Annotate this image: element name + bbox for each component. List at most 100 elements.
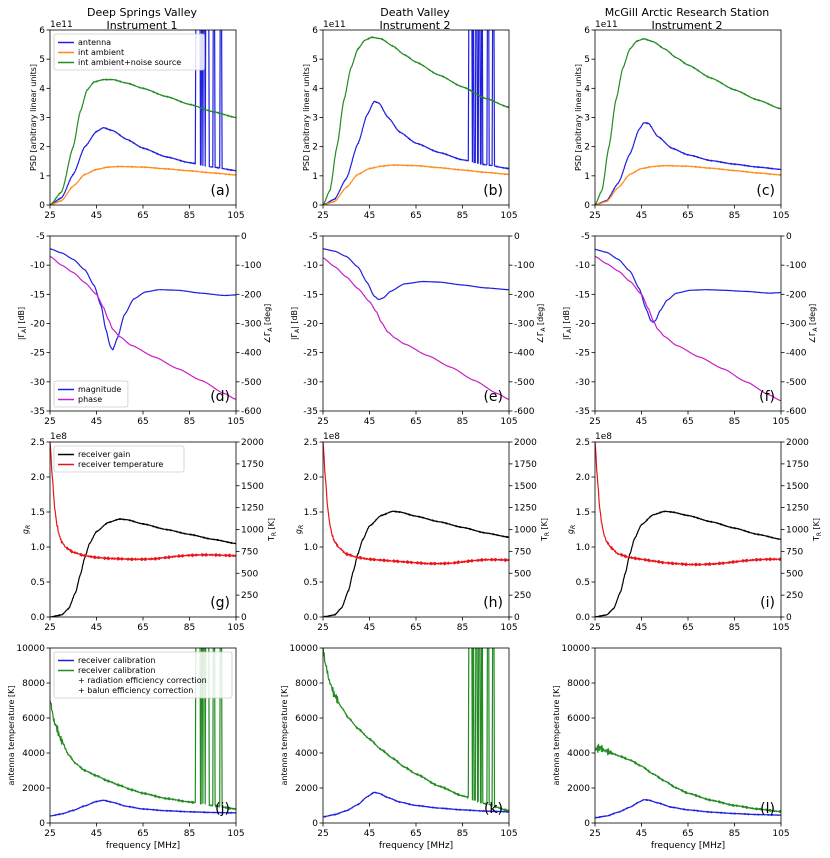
y-tick-label: 4 <box>39 84 45 94</box>
y-axis-label: |ΓA| [dB] <box>290 307 301 340</box>
series-magnitude <box>595 248 781 323</box>
legend-entry: magnitude <box>78 385 121 394</box>
series-group <box>595 37 781 205</box>
series-receiver-calibration-+ <box>50 648 236 810</box>
y-right-tick-label: 2000 <box>514 438 537 448</box>
y-right-tick-label: 1750 <box>786 460 809 470</box>
y-right-tick-label: 0 <box>241 613 247 623</box>
series-group <box>50 648 236 817</box>
series-group <box>595 743 781 819</box>
x-tick-label: 105 <box>772 623 789 633</box>
x-tick-label: 25 <box>317 829 328 839</box>
x-tick-label: 45 <box>91 829 102 839</box>
x-tick-label: 65 <box>410 417 421 427</box>
y-tick-label: 2 <box>312 143 318 153</box>
y-axis-label: |ΓA| [dB] <box>17 307 28 340</box>
x-tick-label: 105 <box>227 623 244 633</box>
y-tick-label: 1 <box>312 172 318 182</box>
y-right-tick-label: 2000 <box>241 438 264 448</box>
x-tick-label: 105 <box>500 417 517 427</box>
series-receiver-gain <box>50 518 236 617</box>
panel-label: (d) <box>210 389 230 405</box>
y-axis-label: gR <box>566 525 577 534</box>
y-tick-label: 1.0 <box>31 543 46 553</box>
x-tick-label: 25 <box>44 417 55 427</box>
y-tick-label: 6 <box>584 26 590 36</box>
series-group <box>50 30 236 205</box>
x-tick-label: 65 <box>410 829 421 839</box>
column-titles: Deep Springs Valley Instrument 1 Death V… <box>87 6 769 32</box>
series-group <box>323 30 509 205</box>
y-right-tick-label: -400 <box>514 349 535 359</box>
legend-box <box>53 380 129 408</box>
panel-label: (c) <box>756 183 775 199</box>
y-tick-label: -25 <box>303 349 318 359</box>
x-tick-label: 105 <box>227 829 244 839</box>
y-right-tick-label: -100 <box>786 261 807 271</box>
x-tick-label: 65 <box>410 211 421 221</box>
x-tick-label: 85 <box>184 623 195 633</box>
series-receiver-temperature <box>50 442 236 562</box>
y-axis-label: gR <box>21 525 32 534</box>
y-right-tick-label: -600 <box>786 407 807 417</box>
series-group <box>323 442 509 617</box>
y-tick-label: 1.5 <box>31 508 45 518</box>
legend-entry: receiver calibration <box>78 666 155 675</box>
y-axis-label: antenna temperature [K] <box>552 686 561 786</box>
y-tick-label: -5 <box>36 232 45 242</box>
series-antenna <box>595 122 781 205</box>
x-tick-label: 45 <box>91 211 102 221</box>
y-tick-label: 0 <box>584 819 590 829</box>
x-tick-label: 45 <box>636 623 647 633</box>
x-tick-label: 65 <box>682 829 693 839</box>
x-tick-label: 85 <box>457 211 468 221</box>
y-right-tick-label: 0 <box>514 232 520 242</box>
series-receiver-calibration <box>50 799 236 817</box>
y-right-tick-label: -100 <box>241 261 262 271</box>
series-receiver-temperature <box>595 442 781 567</box>
x-tick-label: 45 <box>364 417 375 427</box>
x-tick-label: 85 <box>457 623 468 633</box>
legend-box <box>53 651 233 699</box>
y-tick-label: 2000 <box>22 784 45 794</box>
y-tick-label: 2.0 <box>304 473 319 483</box>
y-right-tick-label: 750 <box>786 547 803 557</box>
y-tick-label: 5 <box>39 55 45 65</box>
y-right-tick-label: -500 <box>786 378 807 388</box>
x-tick-label: 25 <box>317 623 328 633</box>
x-tick-label: 65 <box>682 623 693 633</box>
x-tick-label: 85 <box>729 417 740 427</box>
y-multiplier: 1e11 <box>50 20 73 30</box>
legend-entry: antenna <box>78 38 111 47</box>
y-right-tick-label: -200 <box>786 290 807 300</box>
panel-label: (j) <box>215 801 230 817</box>
panel-j: 25 45 65 85 105 frequency [MHz] 0 2000 4000 6000 8… <box>7 644 245 851</box>
y-tick-label: -35 <box>30 407 45 417</box>
y-right-tick-label: -200 <box>514 290 535 300</box>
y-tick-label: -15 <box>303 290 318 300</box>
x-tick-label: 25 <box>317 417 328 427</box>
y-right-axis-label: TR [K] <box>812 518 823 542</box>
y-tick-label: 6000 <box>22 714 45 724</box>
y-multiplier: 1e8 <box>50 432 67 442</box>
y-tick-label: 0 <box>39 201 45 211</box>
y-right-tick-label: -200 <box>241 290 262 300</box>
y-tick-label: 0.5 <box>31 578 45 588</box>
panel-label: (k) <box>484 801 503 817</box>
y-tick-label: 0 <box>312 201 318 211</box>
y-tick-label: 2 <box>584 143 590 153</box>
x-tick-label: 45 <box>91 417 102 427</box>
panel-label: (h) <box>483 595 503 611</box>
y-right-tick-label: 0 <box>514 613 520 623</box>
column-title-3-line1: McGill Arctic Research Station <box>605 6 770 19</box>
x-tick-label: 85 <box>184 829 195 839</box>
y-tick-label: -35 <box>303 407 318 417</box>
y-tick-label: -30 <box>30 378 45 388</box>
axes-frame <box>322 235 510 412</box>
series-int-ambient <box>595 164 781 205</box>
y-tick-label: 2.0 <box>576 473 591 483</box>
